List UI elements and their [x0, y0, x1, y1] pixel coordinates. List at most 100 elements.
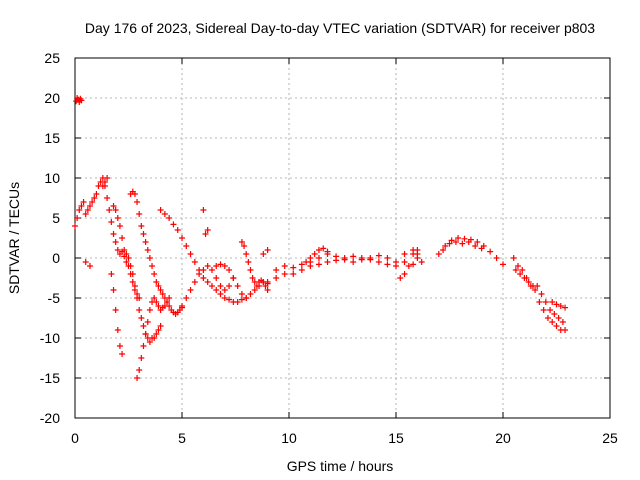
- data-point: [80, 199, 87, 205]
- x-tick-label: 0: [71, 430, 79, 446]
- data-point: [384, 255, 391, 261]
- data-point: [200, 207, 207, 213]
- data-point: [110, 287, 117, 293]
- data-point: [208, 283, 215, 289]
- data-point: [146, 339, 153, 345]
- data-point: [191, 259, 198, 265]
- data-point: [129, 271, 136, 277]
- data-point: [72, 223, 78, 229]
- data-point: [123, 259, 130, 265]
- data-point: [78, 97, 85, 104]
- data-point: [131, 283, 138, 289]
- data-point: [260, 251, 267, 257]
- data-point: [251, 287, 258, 293]
- series-seg-a: [72, 175, 111, 229]
- data-point: [262, 283, 269, 289]
- data-point: [474, 239, 481, 245]
- data-point: [514, 263, 521, 269]
- data-point: [298, 261, 305, 268]
- data-point: [149, 263, 156, 269]
- data-point: [134, 295, 141, 301]
- data-point: [226, 283, 233, 289]
- data-point: [536, 299, 543, 305]
- data-point: [121, 247, 128, 253]
- data-point: [341, 255, 348, 261]
- data-point: [174, 227, 181, 233]
- data-point: [74, 215, 81, 221]
- data-point: [307, 255, 314, 261]
- series-seg-g: [157, 207, 250, 305]
- data-point: [551, 311, 558, 317]
- data-point: [213, 287, 220, 293]
- data-point: [191, 279, 198, 285]
- data-point: [226, 296, 233, 303]
- data-point: [166, 215, 173, 221]
- data-point: [547, 307, 554, 313]
- data-point: [161, 211, 168, 217]
- series-seg-o: [435, 235, 506, 268]
- data-point: [127, 263, 134, 269]
- data-point: [136, 307, 143, 313]
- y-tick-labels: -20 -15 -10 -5 0 5 10 15 20 25: [40, 50, 60, 426]
- data-point: [298, 267, 305, 273]
- data-point: [435, 251, 442, 257]
- data-point: [153, 331, 160, 337]
- data-point: [157, 287, 164, 293]
- data-point: [112, 239, 119, 245]
- data-point: [136, 211, 143, 217]
- data-point: [273, 267, 280, 273]
- data-point: [84, 207, 91, 213]
- data-point: [213, 275, 220, 281]
- data-point: [138, 223, 145, 229]
- data-point: [549, 319, 556, 325]
- data-point: [142, 331, 149, 337]
- data-point: [200, 275, 207, 281]
- data-point: [204, 227, 211, 233]
- series-seg-c: [110, 203, 164, 345]
- data-point: [144, 319, 151, 325]
- data-point: [151, 335, 158, 341]
- data-point: [159, 291, 166, 297]
- data-point: [78, 203, 85, 209]
- data-point: [350, 259, 357, 265]
- data-point: [217, 261, 224, 268]
- data-point: [99, 175, 106, 181]
- data-point: [247, 291, 254, 297]
- data-point: [144, 247, 151, 253]
- data-point: [324, 248, 331, 255]
- data-point: [384, 261, 391, 268]
- y-tick-label: -20: [40, 410, 60, 426]
- data-point: [153, 279, 160, 285]
- data-point: [538, 291, 545, 297]
- data-point: [151, 295, 158, 301]
- data-point: [517, 271, 524, 277]
- data-point: [247, 267, 254, 273]
- data-point: [249, 275, 256, 281]
- x-tick-label: 15: [388, 430, 404, 446]
- data-point: [519, 267, 526, 273]
- data-point: [264, 287, 271, 293]
- data-point: [264, 279, 271, 285]
- data-point: [142, 239, 149, 245]
- data-point: [397, 275, 404, 281]
- data-point: [93, 191, 100, 197]
- data-point: [562, 304, 569, 311]
- data-point: [187, 287, 194, 293]
- y-tick-label: 20: [44, 90, 60, 106]
- data-point: [136, 367, 143, 373]
- data-point: [217, 291, 224, 297]
- data-point: [455, 235, 462, 241]
- data-point: [245, 259, 252, 265]
- data-point: [521, 275, 528, 281]
- data-point: [234, 299, 241, 305]
- x-axis-label: GPS time / hours: [287, 458, 394, 474]
- data-points: [72, 95, 569, 381]
- data-point: [238, 296, 245, 303]
- data-point: [303, 259, 310, 265]
- data-point: [273, 275, 280, 281]
- data-point: [544, 315, 551, 321]
- series-seg-e: [127, 188, 185, 317]
- data-point: [138, 355, 145, 361]
- data-point: [86, 263, 93, 269]
- data-point: [179, 235, 185, 241]
